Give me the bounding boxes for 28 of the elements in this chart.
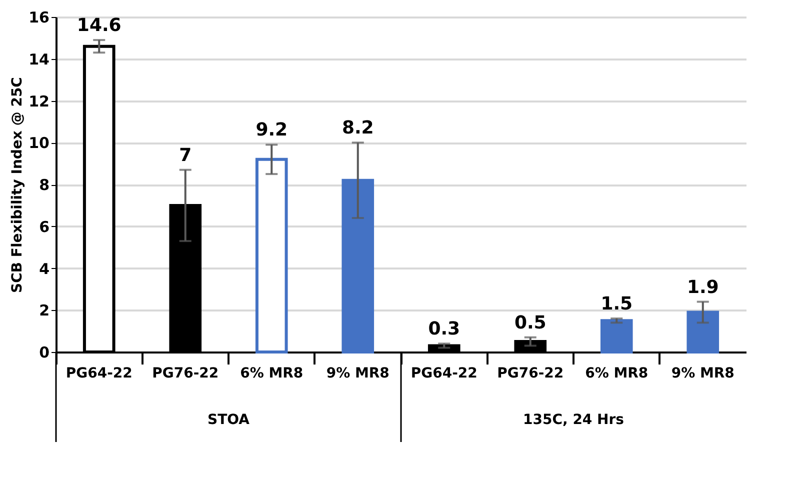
- data-label: 0.5: [514, 312, 546, 334]
- x-tick-label: PG76-22: [152, 366, 219, 382]
- x-tick-label: 9% MR8: [326, 366, 390, 382]
- x-tick-label: PG76-22: [497, 366, 564, 382]
- data-label: 9.2: [256, 120, 288, 141]
- y-axis-title: SCB Flexibility Index @ 25C: [10, 77, 26, 293]
- text: 135C, 24 Hrs: [522, 412, 624, 428]
- text: STOA: [208, 412, 250, 428]
- y-tick-label: 6: [39, 218, 50, 236]
- y-tick-label: 16: [28, 8, 50, 26]
- y-tick-label: 2: [39, 302, 50, 320]
- x-tick-label: PG64-22: [410, 366, 478, 382]
- y-tick-label: 14: [28, 50, 50, 68]
- x-tick-label: 9% MR8: [671, 366, 734, 382]
- data-label: 14.6: [76, 15, 122, 36]
- y-tick-label: 4: [39, 260, 50, 278]
- x-tick-label: PG64-22: [66, 366, 132, 382]
- x-tick-label: 6% MR8: [585, 366, 648, 382]
- y-tick-label: 8: [39, 176, 50, 194]
- data-label: 7: [179, 144, 192, 166]
- y-tick-label: 10: [28, 134, 50, 152]
- y-tick-label: 12: [28, 92, 50, 110]
- data-label: 1.5: [600, 294, 633, 314]
- y-tick-label: 0: [39, 344, 50, 362]
- data-label: 8.2: [342, 118, 374, 139]
- data-label: 1.9: [686, 276, 719, 298]
- data-label: 0.3: [428, 318, 460, 340]
- x-tick-label: 6% MR8: [240, 366, 304, 382]
